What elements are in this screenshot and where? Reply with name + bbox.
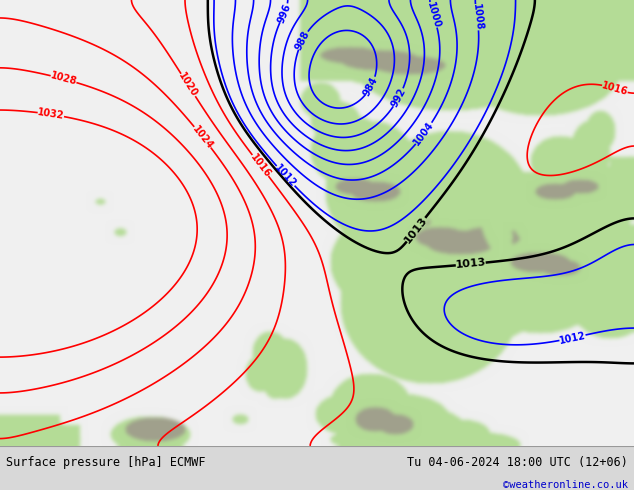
Text: 1016: 1016 <box>249 152 273 179</box>
Text: 1008: 1008 <box>470 3 484 31</box>
Text: 1016: 1016 <box>600 80 630 97</box>
Text: 1013: 1013 <box>455 258 486 270</box>
Text: 1020: 1020 <box>177 71 200 99</box>
Text: 996: 996 <box>276 2 292 24</box>
Text: 1012: 1012 <box>559 330 586 345</box>
Text: 992: 992 <box>389 86 408 109</box>
Text: 1028: 1028 <box>49 71 78 87</box>
Text: 1000: 1000 <box>425 0 442 29</box>
Text: 988: 988 <box>294 29 312 51</box>
Text: 1004: 1004 <box>412 120 436 147</box>
Text: 1032: 1032 <box>37 107 65 122</box>
Text: 1024: 1024 <box>190 123 215 151</box>
Text: 1012: 1012 <box>273 163 299 189</box>
Text: Tu 04-06-2024 18:00 UTC (12+06): Tu 04-06-2024 18:00 UTC (12+06) <box>407 456 628 469</box>
Text: Surface pressure [hPa] ECMWF: Surface pressure [hPa] ECMWF <box>6 456 206 469</box>
Text: ©weatheronline.co.uk: ©weatheronline.co.uk <box>503 480 628 490</box>
Text: 1013: 1013 <box>403 215 429 245</box>
Text: 984: 984 <box>362 75 380 98</box>
